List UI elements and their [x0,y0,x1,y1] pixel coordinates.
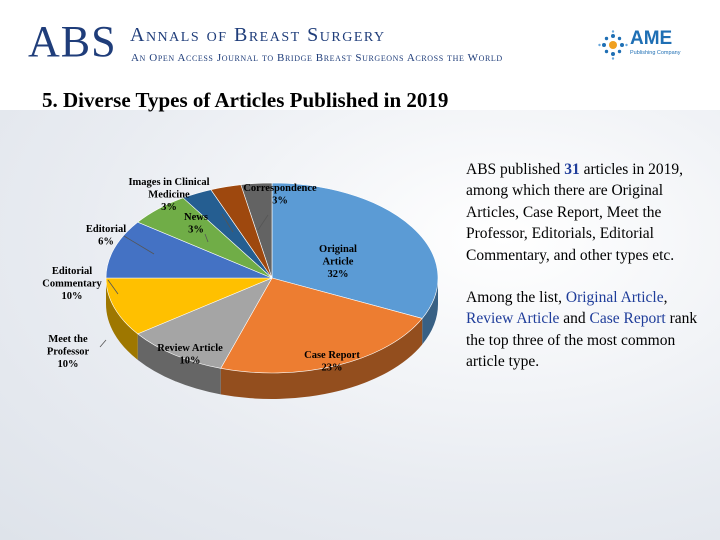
leader-line-images-in-clinical-medicine [221,213,234,233]
ame-publishing-logo: AME Publishing Company [598,28,698,62]
article-count: 31 [564,161,580,178]
ranking-text-start: Among the list, [466,289,566,307]
ranking-text-end: rank the top three of the most common ar… [466,310,698,371]
pie-slice-correspondence [240,182,273,279]
ranking-paragraph: Among the list, Original Article, Review… [466,287,701,373]
leader-line-editorial [123,235,155,255]
pie-slice-case-report [220,277,423,374]
pie-label-correspondence: Correspondence 3% [243,183,317,207]
pie-leader-lines [99,213,269,348]
pie-labels: Original Article 32% Case Report 23% Review A… [42,177,360,374]
pie-slice-original-article [271,182,439,319]
pie-top-slices [105,182,439,374]
pie-side-original-article [422,278,438,345]
pie-label-case-report: Case Report 23% [304,350,360,374]
ranking-separator-1: , [663,289,668,307]
summary-paragraph: ABS published 31 articles in 2019, among… [466,159,701,266]
leader-line-correspondence [257,214,269,231]
highlight-case-report: Case Report [589,310,666,328]
highlight-review-article: Review Article [466,310,560,328]
summary-text-start: ABS published [466,161,565,178]
abs-logo: ABS [28,17,117,66]
pie-label-meet-the-professor: Meet the Professor 10% [47,334,90,370]
pie-label-review-article: Review Article 10% [157,343,223,367]
slide-header: ABS Annals of Breast Surgery An Open Acc… [0,0,720,80]
slide-title: 5. Diverse Types of Articles Published i… [42,88,449,112]
pie-chart: Original Article 32% Case Report 23% Review A… [42,177,439,399]
ranking-separator-2: and [559,310,590,328]
leader-line-editorial-commentary [107,279,119,295]
pie-side-review-article [137,333,221,395]
pie-label-editorial: Editorial 6% [86,224,126,248]
ame-dots-icon [598,30,628,60]
text-panel: ABS published 31 articles in 2019, among… [466,159,701,394]
leader-line-meet-the-professor [99,339,107,348]
pie-side-case-report [220,318,423,399]
pie-label-news: News 3% [184,212,208,236]
pie-label-original-article: Original Article 32% [319,244,357,280]
pie-label-images-in-clinical-medicine: Images in Clinical Medicine 3% [128,177,209,213]
pie-slice-editorial-commentary [105,221,273,279]
ame-logo-text: AME [630,28,673,49]
pie-label-editorial-commentary: Editorial Commentary 10% [42,266,102,302]
pie-slice-meet-the-professor [105,277,273,335]
ame-logo-subtitle: Publishing Company [630,50,681,56]
highlight-original-article: Original Article [565,289,664,307]
summary-text-end: articles in 2019, among which there are … [466,161,683,264]
journal-title: Annals of Breast Surgery [130,24,386,46]
leader-line-news [204,233,209,243]
pie-slice-review-article [137,277,273,369]
journal-subtitle: An Open Access Journal to Bridge Breast … [131,52,503,64]
